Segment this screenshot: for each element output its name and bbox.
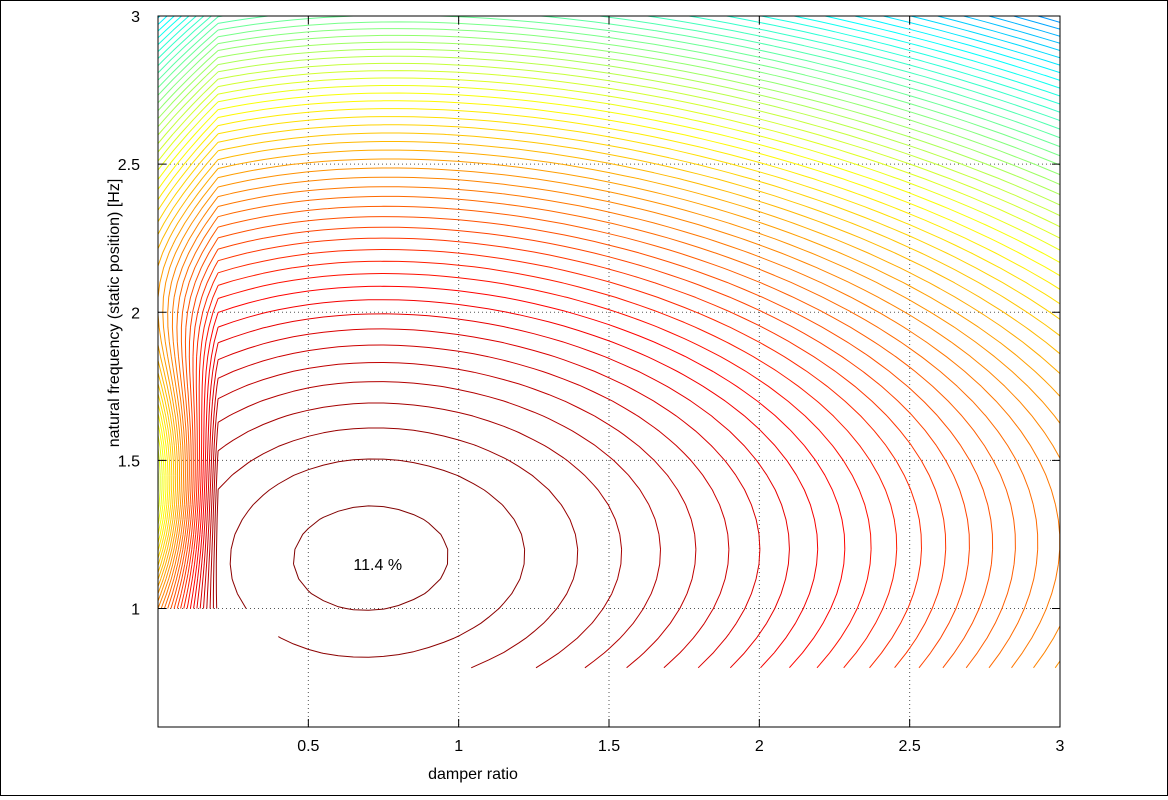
contour-level-46 xyxy=(180,249,922,669)
x-axis-label: damper ratio xyxy=(428,766,518,783)
contour-level-7 xyxy=(910,16,1060,59)
axis-ticks: 0.5 1 1.5 2 2.5 3 1 1.5 2 2.5 3 xyxy=(118,9,1065,755)
x-tick-label: 2.5 xyxy=(899,738,921,755)
contour-level-59 xyxy=(293,505,449,611)
contour-level-9 xyxy=(158,16,1060,74)
contour-level-58 xyxy=(229,458,526,658)
contour-level-43 xyxy=(170,216,994,669)
y-tick-label: 2.5 xyxy=(118,157,140,174)
contour-level-56 xyxy=(212,402,623,669)
x-tick-label: 1.5 xyxy=(598,738,620,755)
contour-level-13 xyxy=(158,16,1060,105)
contour-level-49 xyxy=(189,285,846,669)
contour-level-14 xyxy=(158,16,1060,113)
contour-level-36 xyxy=(158,149,1060,587)
contour-level-47 xyxy=(183,260,898,669)
contour-level-5 xyxy=(963,16,1060,44)
contour-level-45 xyxy=(176,237,947,669)
x-tick-label: 3 xyxy=(1056,738,1065,755)
contour-level-39 xyxy=(158,176,1060,669)
grid-lines xyxy=(158,16,1060,727)
x-tick-label: 1 xyxy=(454,738,463,755)
contour-level-4 xyxy=(988,16,1060,37)
x-tick-label: 0.5 xyxy=(297,738,319,755)
contour-level-37 xyxy=(158,158,1060,594)
contour-level-41 xyxy=(163,195,1039,669)
contour-level-38 xyxy=(158,167,1060,669)
contour-lines xyxy=(158,16,1060,669)
contour-level-57 xyxy=(215,427,579,669)
contour-level-19 xyxy=(158,21,1060,157)
contour-level-51 xyxy=(196,313,790,669)
contour-level-22 xyxy=(158,41,1060,185)
x-tick-label: 2 xyxy=(755,738,764,755)
contour-level-53 xyxy=(203,344,730,669)
y-axis-label: natural frequency (static position) [Hz] xyxy=(106,179,123,448)
contour-level-55 xyxy=(209,381,661,669)
contour-level-48 xyxy=(186,273,872,669)
contour-level-42 xyxy=(167,205,1016,669)
contour-level-17 xyxy=(158,16,1060,139)
contour-level-15 xyxy=(158,16,1060,122)
contour-level-25 xyxy=(158,62,1060,217)
contour-level-27 xyxy=(158,77,1060,513)
contour-level-8 xyxy=(158,16,1060,66)
y-tick-label: 2 xyxy=(131,305,140,322)
y-tick-label: 1 xyxy=(131,602,140,619)
contour-level-34 xyxy=(158,132,1060,573)
contour-level-54 xyxy=(206,362,697,669)
peak-annotation: 11.4 % xyxy=(353,557,402,574)
contour-level-18 xyxy=(158,16,1060,148)
contour-level-50 xyxy=(193,299,819,669)
contour-level-23 xyxy=(158,48,1060,195)
contour-level-12 xyxy=(158,16,1060,97)
contour-level-40 xyxy=(160,186,1060,669)
contour-level-21 xyxy=(158,34,1060,176)
contour-level-32 xyxy=(158,116,1060,559)
y-tick-label: 3 xyxy=(131,9,140,26)
contour-level-16 xyxy=(158,16,1060,130)
contour-level-11 xyxy=(158,16,1060,89)
contour-level-24 xyxy=(158,55,1060,206)
contour-level-52 xyxy=(199,328,761,669)
y-tick-label: 1.5 xyxy=(118,453,140,470)
contour-level-44 xyxy=(173,226,970,669)
